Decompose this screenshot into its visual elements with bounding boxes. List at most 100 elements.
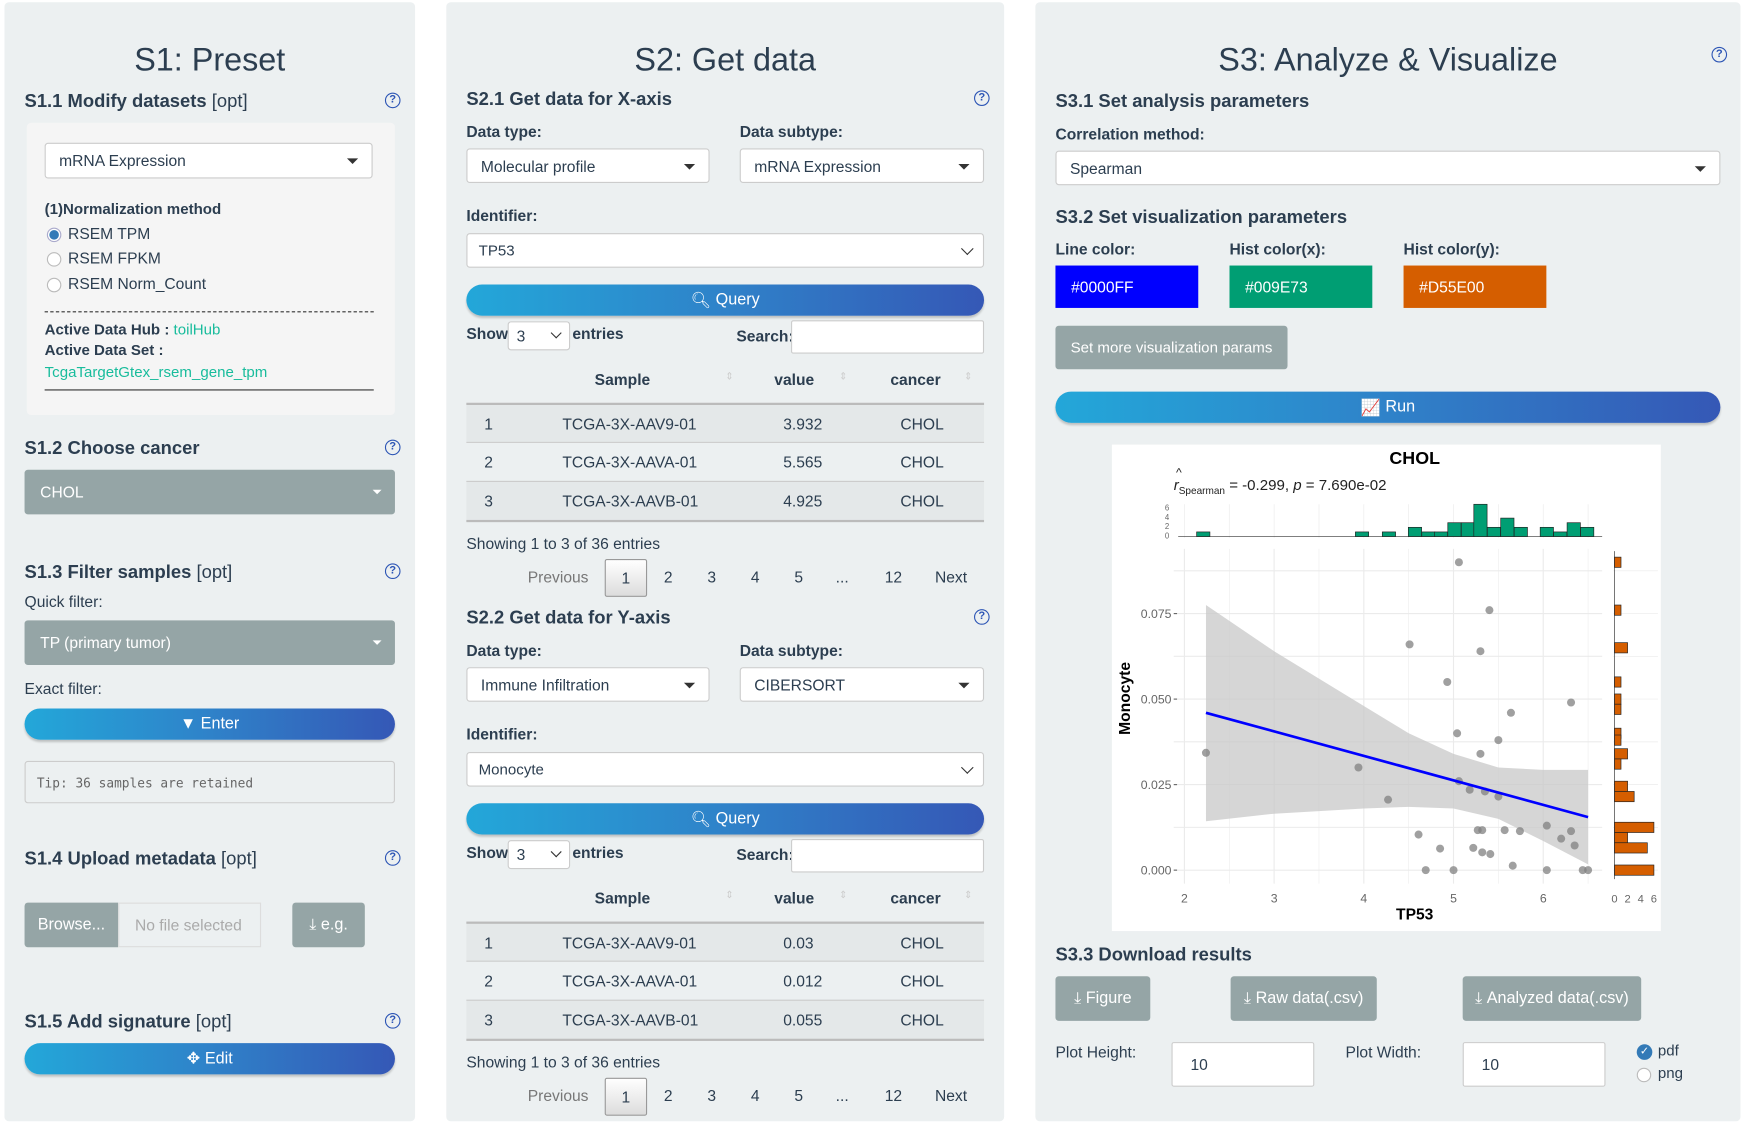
divider xyxy=(44,311,374,313)
browse-button[interactable]: Browse... xyxy=(24,902,119,948)
page-button-2[interactable]: 2 xyxy=(663,1086,673,1105)
page-button-5[interactable]: 5 xyxy=(794,1086,804,1105)
sort-icon[interactable]: ⇕ xyxy=(725,889,734,901)
table-row[interactable]: 2 TCGA-3X-AAVA-01 0.012 CHOL xyxy=(466,960,985,1000)
help-icon[interactable]: ? xyxy=(384,1013,401,1029)
cell-value: 4.925 xyxy=(783,492,823,510)
histx-color-input[interactable]: #009E73 xyxy=(1229,265,1373,308)
page-button-previous[interactable]: Previous xyxy=(527,567,589,586)
enter-button[interactable]: ▼ Enter xyxy=(24,708,395,740)
page-button-3[interactable]: 3 xyxy=(707,567,717,586)
identifier-select[interactable]: Monocyte xyxy=(466,751,985,787)
page-button-12[interactable]: 12 xyxy=(884,1086,903,1105)
hat-mark: ^ xyxy=(1176,465,1182,479)
search-input[interactable] xyxy=(791,320,985,354)
data-point xyxy=(1486,850,1495,859)
download-icon: ⤓ xyxy=(1243,989,1252,1008)
query-button[interactable]: 🔍︎ Query xyxy=(466,803,985,835)
table-row[interactable]: 1 TCGA-3X-AAV9-01 3.932 CHOL xyxy=(466,402,985,442)
download-raw-button[interactable]: ⤓ Raw data(.csv) xyxy=(1230,976,1377,1021)
help-icon[interactable]: ? xyxy=(384,92,401,109)
help-icon[interactable]: ? xyxy=(974,90,990,106)
radio-rsem-norm-count[interactable] xyxy=(46,277,62,293)
histx-color-label: Hist color(x): xyxy=(1229,239,1326,258)
table-row[interactable]: 1 TCGA-3X-AAV9-01 0.03 CHOL xyxy=(466,921,985,961)
identifier-select[interactable]: TP53 xyxy=(466,233,985,268)
edit-button[interactable]: ✥ Edit xyxy=(24,1043,395,1075)
page-button-1[interactable]: 1 xyxy=(604,558,648,597)
table-row[interactable]: 3 TCGA-3X-AAVB-01 4.925 CHOL xyxy=(466,480,985,520)
help-icon[interactable]: ? xyxy=(384,439,401,456)
data-type-select[interactable]: Molecular profile xyxy=(466,148,710,183)
histy-bar xyxy=(1614,758,1622,770)
quick-filter-select[interactable]: TP (primary tumor) xyxy=(24,620,395,665)
hub-label-text: Active Data Hub : xyxy=(44,321,170,339)
sort-icon[interactable]: ⇕ xyxy=(839,370,848,382)
subtitle-part: r xyxy=(1174,477,1180,494)
data-subtype-select[interactable]: mRNA Expression xyxy=(739,148,985,183)
pdf-checkbox[interactable]: ✓ xyxy=(1636,1044,1653,1060)
table-row[interactable]: 3 TCGA-3X-AAVB-01 0.055 CHOL xyxy=(466,999,985,1039)
y-tick-label: 0.050 xyxy=(1141,693,1172,707)
search-input[interactable] xyxy=(791,839,985,873)
entries-select[interactable]: 3 xyxy=(507,840,571,870)
page-button-2[interactable]: 2 xyxy=(663,567,673,586)
download-figure-button[interactable]: ⤓ Figure xyxy=(1055,976,1151,1021)
table-row[interactable]: 2 TCGA-3X-AAVA-01 5.565 CHOL xyxy=(466,441,985,481)
identifier-label: Identifier: xyxy=(466,206,538,225)
radio-rsem-tpm[interactable] xyxy=(46,227,62,243)
png-checkbox[interactable] xyxy=(1636,1067,1652,1083)
help-icon[interactable]: ? xyxy=(384,563,401,580)
data-point xyxy=(1449,866,1458,875)
page-button-previous[interactable]: Previous xyxy=(527,1086,589,1105)
line-color-input[interactable]: #0000FF xyxy=(1055,265,1199,308)
page-button-next[interactable]: Next xyxy=(934,567,968,586)
help-icon[interactable]: ? xyxy=(1711,46,1728,63)
sort-icon[interactable]: ⇕ xyxy=(725,370,734,382)
file-name-field[interactable]: No file selected xyxy=(118,902,262,948)
histy-color-input[interactable]: #D55E00 xyxy=(1403,265,1547,308)
method-select[interactable]: Spearman xyxy=(1055,150,1721,186)
cancer-select[interactable]: CHOL xyxy=(24,469,395,515)
hub-link[interactable]: toilHub xyxy=(173,321,221,339)
sort-icon[interactable]: ⇕ xyxy=(963,889,973,901)
x-tick-label: 5 xyxy=(1450,892,1457,906)
help-icon[interactable]: ? xyxy=(974,609,990,625)
help-icon[interactable]: ? xyxy=(384,850,401,866)
radio-rsem-fpkm[interactable] xyxy=(46,252,62,267)
column-header-value[interactable]: value xyxy=(774,370,815,389)
page-button-next[interactable]: Next xyxy=(934,1086,968,1105)
example-button[interactable]: ⤓ e.g. xyxy=(292,902,365,948)
sort-icon[interactable]: ⇕ xyxy=(963,370,973,382)
entries-select[interactable]: 3 xyxy=(507,321,571,351)
data-type-select[interactable]: Immune Infiltration xyxy=(466,667,710,702)
page-button-12[interactable]: 12 xyxy=(884,567,903,586)
plot-height-input[interactable]: 10 xyxy=(1171,1042,1315,1087)
column-header-cancer[interactable]: cancer xyxy=(890,889,941,908)
column-header-cancer[interactable]: cancer xyxy=(890,370,941,389)
data-type-label: Data type: xyxy=(466,641,542,660)
dataset-select[interactable]: mRNA Expression xyxy=(44,142,373,179)
page-button-5[interactable]: 5 xyxy=(794,567,804,586)
more-params-button[interactable]: Set more visualization params xyxy=(1055,325,1288,370)
query-button[interactable]: 🔍︎ Query xyxy=(466,284,985,316)
page-button-4[interactable]: 4 xyxy=(750,567,760,586)
download-analyzed-button[interactable]: ⤓ Analyzed data(.csv) xyxy=(1462,976,1642,1021)
page-button-1[interactable]: 1 xyxy=(604,1077,648,1116)
png-label: png xyxy=(1657,1064,1684,1082)
histy-bar xyxy=(1614,832,1628,844)
histy-color-label: Hist color(y): xyxy=(1403,239,1500,258)
column-header-sample[interactable]: Sample xyxy=(594,889,651,908)
subtitle-part: Spearman xyxy=(1179,486,1225,497)
histy-bar xyxy=(1614,734,1622,746)
page-button-4[interactable]: 4 xyxy=(750,1086,760,1105)
run-button[interactable]: 📈 Run xyxy=(1055,391,1721,423)
histy-tick-label: 0 xyxy=(1611,894,1617,906)
sort-icon[interactable]: ⇕ xyxy=(839,889,848,901)
plot-width-input[interactable]: 10 xyxy=(1462,1042,1606,1087)
set-link[interactable]: TcgaTargetGtex_rsem_gene_tpm xyxy=(44,363,268,381)
data-subtype-select[interactable]: CIBERSORT xyxy=(739,667,985,702)
page-button-3[interactable]: 3 xyxy=(707,1086,717,1105)
column-header-value[interactable]: value xyxy=(774,889,815,908)
column-header-sample[interactable]: Sample xyxy=(594,370,651,389)
